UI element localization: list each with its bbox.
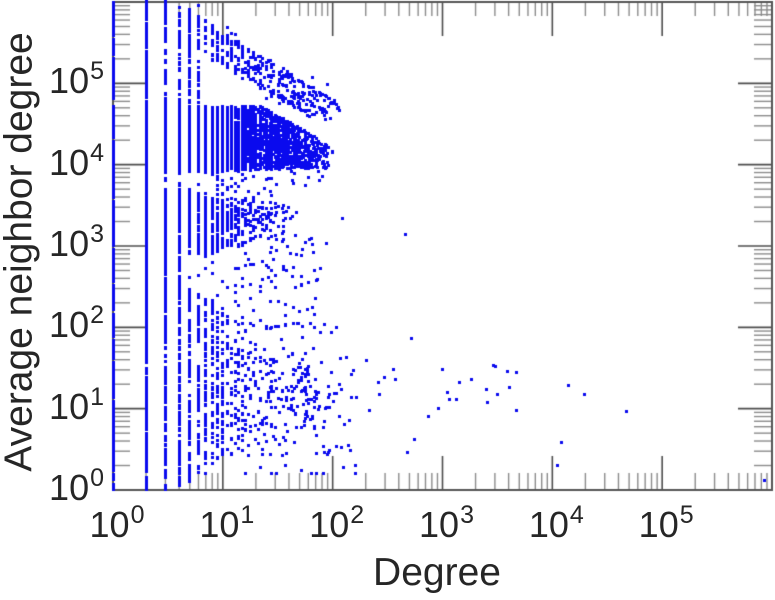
y-tick-label: 100 — [49, 464, 104, 509]
y-tick-label: 102 — [49, 301, 104, 346]
y-tick-label: 101 — [49, 382, 104, 427]
x-tick-label: 103 — [419, 501, 474, 545]
y-tick-label: 104 — [49, 138, 104, 183]
x-tick-label: 104 — [528, 501, 584, 545]
x-tick-label: 101 — [199, 501, 255, 545]
y-tick-label: 105 — [49, 57, 104, 102]
y-axis-label: Average neighbor degree — [0, 32, 41, 472]
x-tick-label: 105 — [638, 501, 694, 545]
x-tick-label: 102 — [309, 501, 365, 545]
y-tick-label: 103 — [49, 220, 104, 265]
x-tick-label: 100 — [89, 501, 145, 545]
x-axis-label: Degree — [373, 551, 501, 594]
